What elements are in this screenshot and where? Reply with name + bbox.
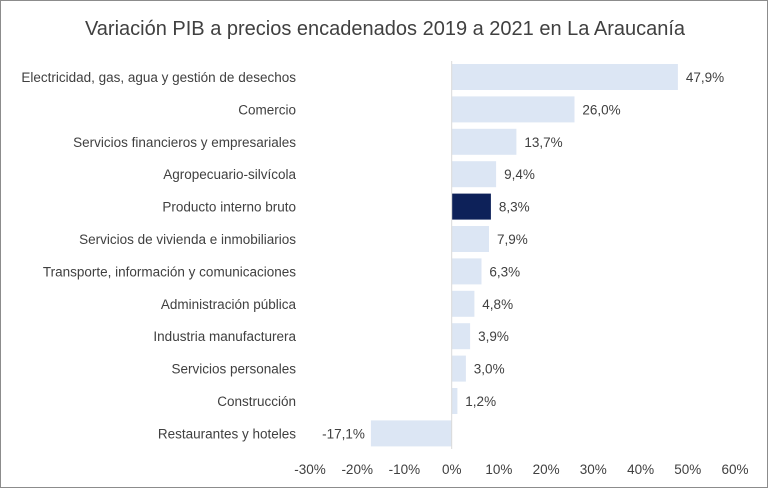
- bar: [370, 420, 452, 447]
- value-label: 3,9%: [478, 329, 509, 344]
- x-tick-label: -10%: [389, 462, 421, 477]
- category-label: Servicios de vivienda e inmobiliarios: [79, 232, 296, 247]
- category-label: Construcción: [217, 394, 296, 409]
- category-label: Servicios financieros y empresariales: [73, 135, 296, 150]
- x-axis-ticks: -30% -20% -10% 0% 10% 20% 30% 40% 50% 60%: [294, 462, 748, 477]
- x-tick-label: -30%: [294, 462, 326, 477]
- category-label: Industria manufacturera: [153, 329, 296, 344]
- bar: [451, 290, 475, 317]
- value-label: 6,3%: [489, 264, 520, 279]
- bar: [451, 226, 489, 252]
- value-label: 1,2%: [465, 394, 496, 409]
- category-label: Transporte, información y comunicaciones: [43, 264, 296, 279]
- category-label: Administración pública: [161, 297, 297, 312]
- category-label: Servicios personales: [171, 362, 296, 377]
- value-label: 26,0%: [582, 102, 620, 117]
- x-tick-label: 0%: [442, 462, 462, 477]
- value-label: 47,9%: [686, 70, 724, 85]
- category-label: Agropecuario-silvícola: [163, 167, 296, 182]
- category-label: Electricidad, gas, agua y gestión de des…: [21, 70, 296, 85]
- category-label: Restaurantes y hoteles: [158, 426, 296, 441]
- value-label: 8,3%: [499, 200, 530, 215]
- value-labels: 47,9% 26,0% 13,7% 9,4% 8,3% 7,9% 6,3% 4,8% 3,9% 3…: [322, 70, 724, 441]
- bar: [451, 128, 517, 155]
- bar: [451, 96, 575, 123]
- x-tick-label: 30%: [580, 462, 607, 477]
- value-label: -17,1%: [322, 426, 365, 441]
- x-tick-label: -20%: [341, 462, 373, 477]
- category-labels: Electricidad, gas, agua y gestión de des…: [21, 70, 296, 441]
- category-label: Producto interno bruto: [162, 200, 296, 215]
- x-tick-label: 50%: [674, 462, 701, 477]
- value-label: 7,9%: [497, 232, 528, 247]
- bars-group: [370, 64, 678, 447]
- x-tick-label: 20%: [533, 462, 560, 477]
- bar: [451, 258, 482, 285]
- value-label: 9,4%: [504, 167, 535, 182]
- x-tick-label: 60%: [721, 462, 748, 477]
- value-label: 3,0%: [474, 362, 505, 377]
- x-tick-label: 10%: [485, 462, 512, 477]
- value-label: 4,8%: [482, 297, 513, 312]
- bar: [451, 193, 491, 220]
- x-tick-label: 40%: [627, 462, 654, 477]
- value-label: 13,7%: [524, 135, 562, 150]
- bar: [451, 64, 678, 90]
- category-label: Comercio: [238, 102, 296, 117]
- bar: [451, 388, 458, 414]
- bar: [451, 323, 471, 350]
- chart-title: Variación PIB a precios encadenados 2019…: [85, 18, 686, 40]
- bar: [451, 161, 497, 188]
- bar: [451, 355, 466, 382]
